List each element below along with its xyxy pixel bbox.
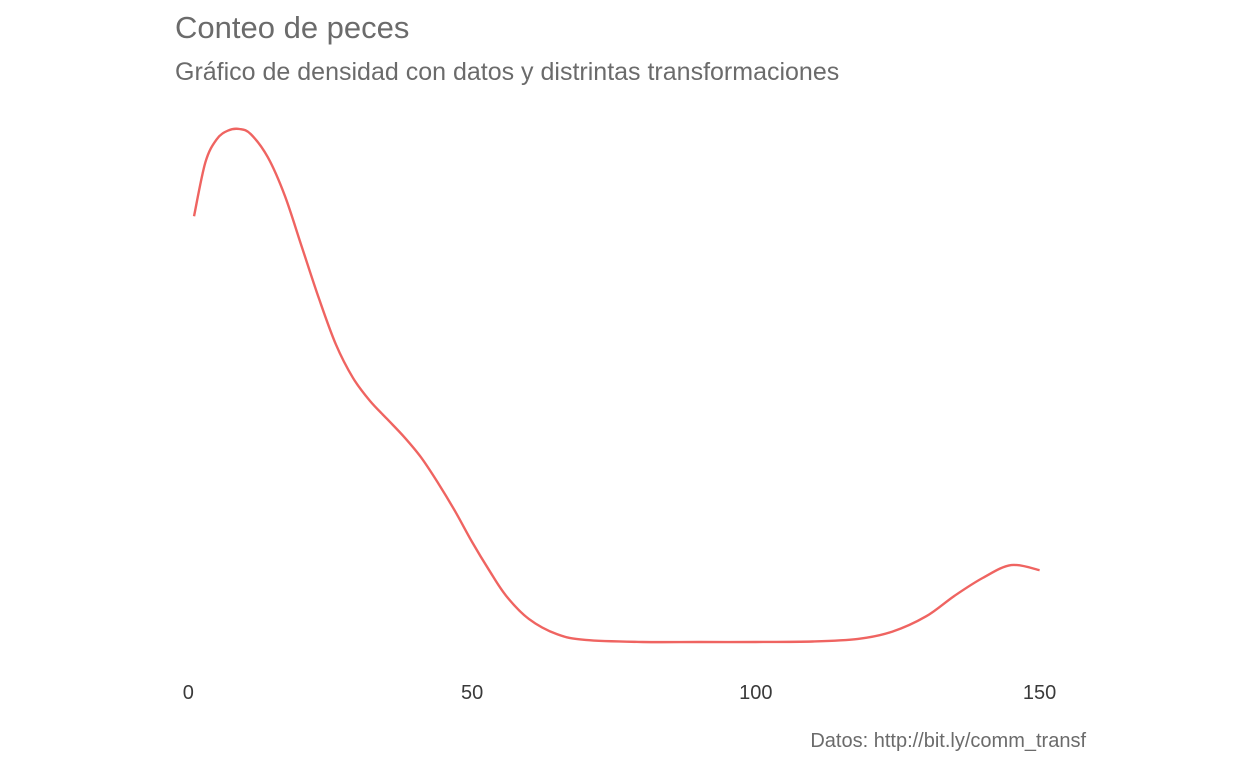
chart-title: Conteo de peces (175, 10, 410, 45)
x-tick-label: 0 (183, 682, 194, 704)
chart-caption: Datos: http://bit.ly/comm_transf (810, 730, 1086, 752)
chart-subtitle: Gráfico de densidad con datos y distrint… (175, 58, 840, 86)
x-tick-label: 150 (1023, 682, 1056, 704)
curve-layer (192, 127, 1040, 644)
density-curve (192, 127, 1040, 644)
x-tick-label: 100 (739, 682, 772, 704)
x-tick-label: 50 (461, 682, 483, 704)
x-axis-ticks: 0 50 100 150 (183, 682, 1056, 704)
